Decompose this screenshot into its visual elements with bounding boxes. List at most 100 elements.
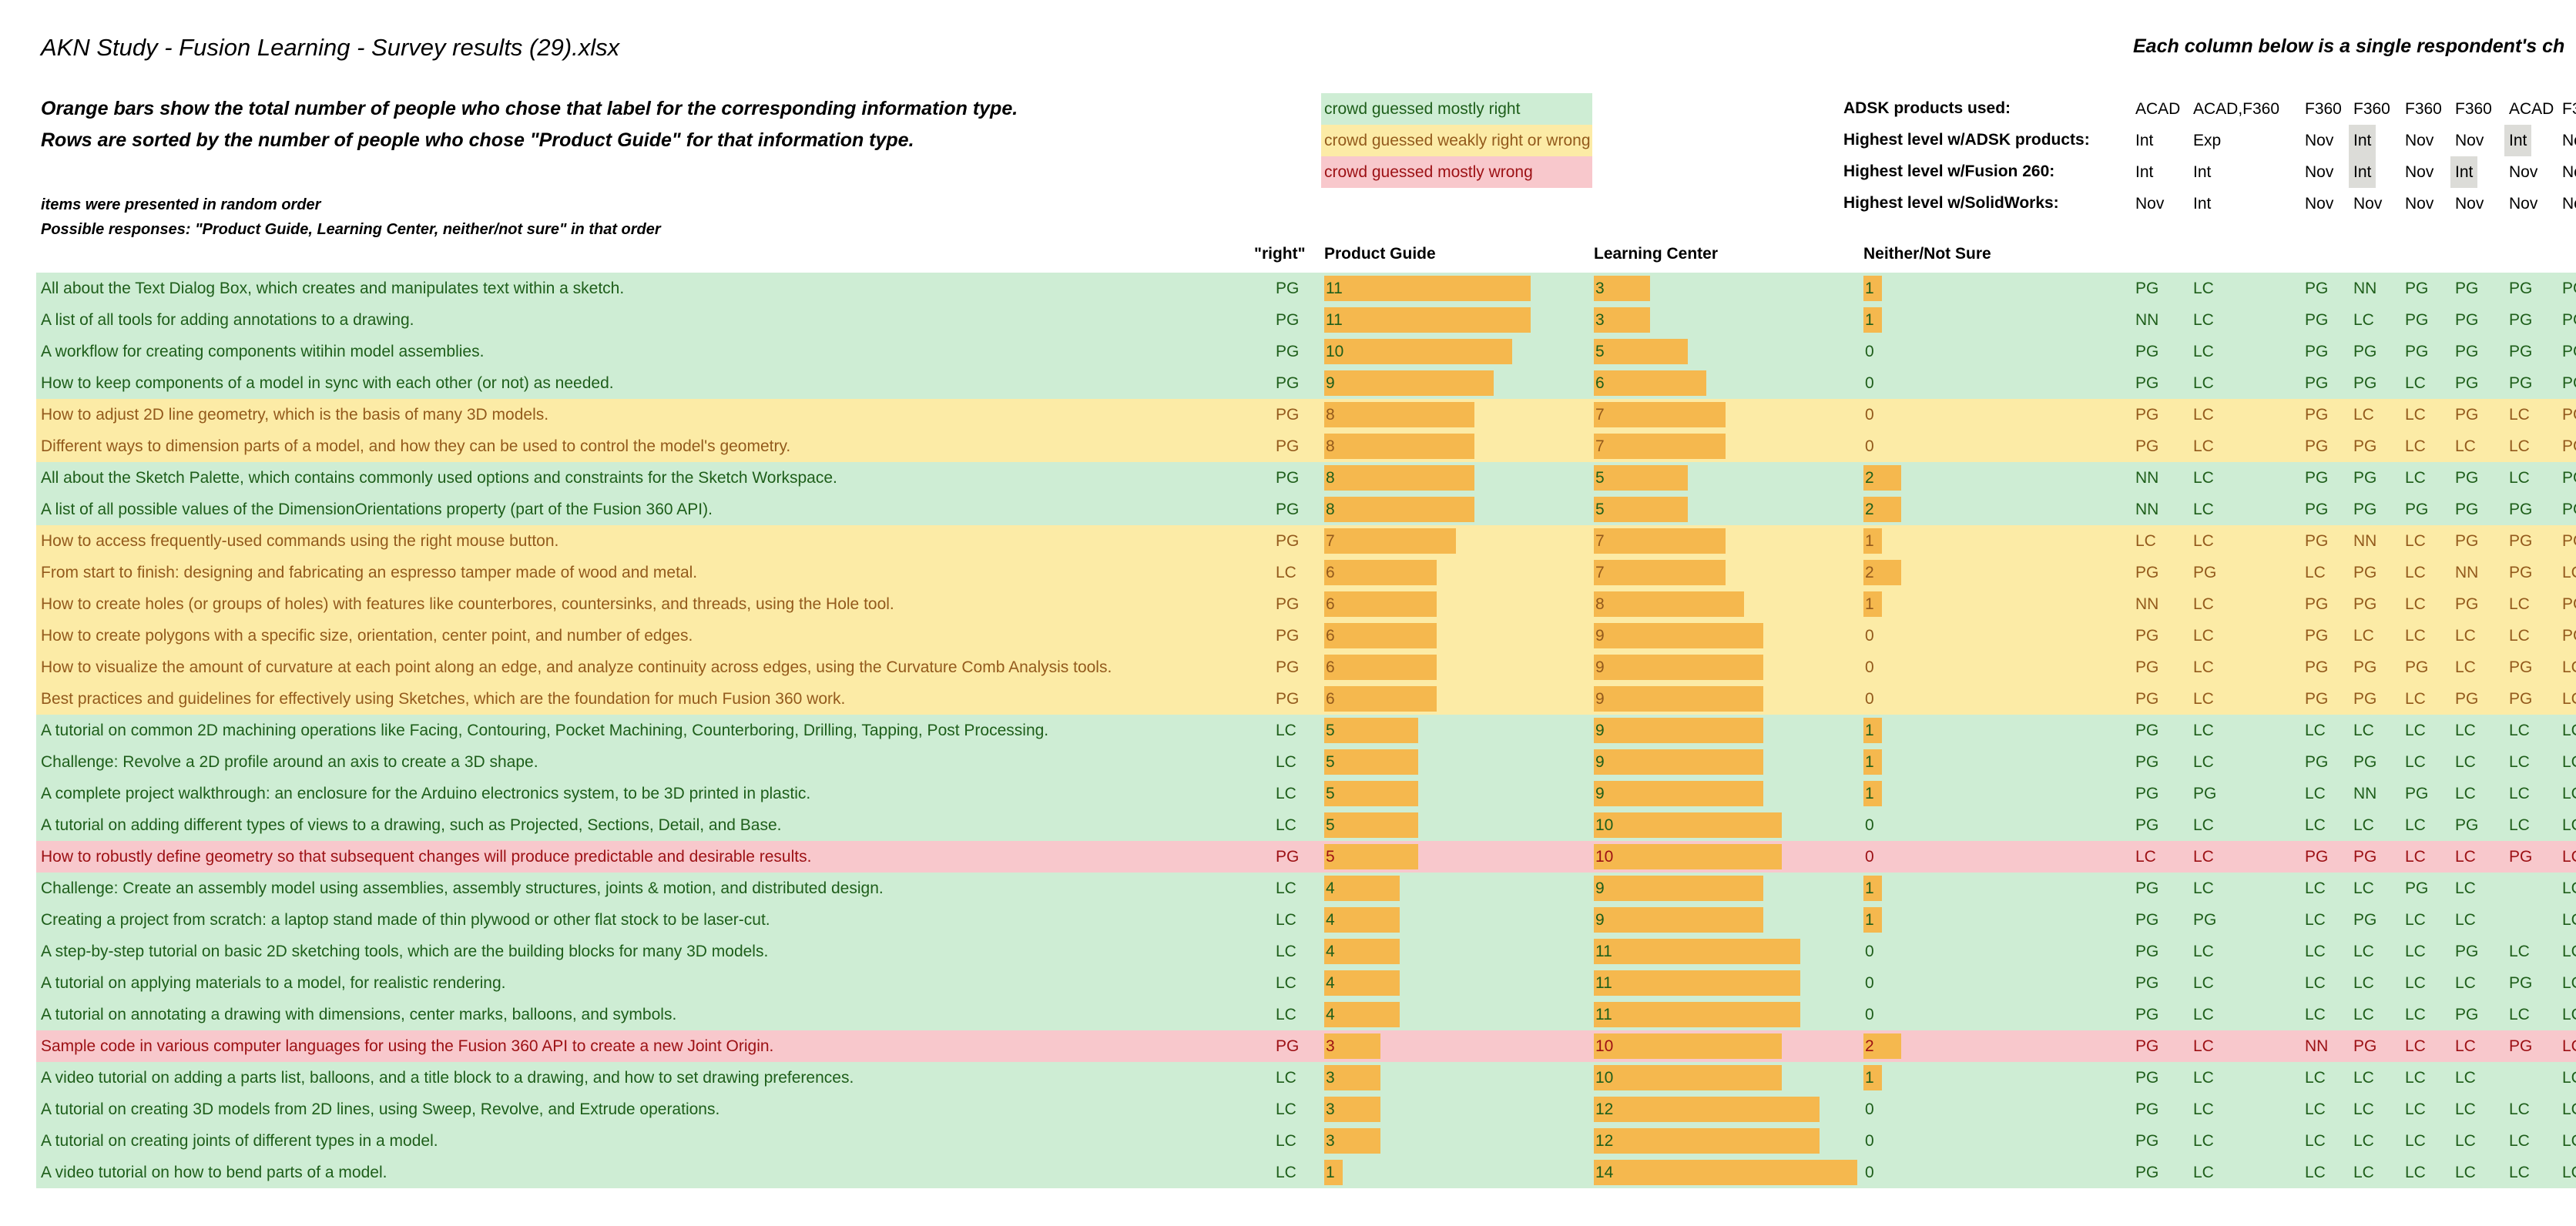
information-type-text: Challenge: Revolve a 2D profile around a… bbox=[41, 753, 538, 771]
pg-count-bar bbox=[1324, 1097, 1381, 1122]
respondent-answer: PG bbox=[2135, 437, 2159, 455]
respondent-answer: LC bbox=[2509, 943, 2530, 960]
nn-count-bar bbox=[1863, 307, 1883, 333]
table-row: A workflow for creating components witih… bbox=[36, 336, 2576, 367]
respondent-answer: LC bbox=[2193, 343, 2214, 360]
pg-count: 4 bbox=[1326, 879, 1335, 897]
note-sorting: Rows are sorted by the number of people … bbox=[41, 129, 914, 151]
respondent-answer: PG bbox=[2353, 848, 2377, 866]
respondent-answer: LC bbox=[2562, 911, 2576, 929]
nn-count-bar bbox=[1863, 276, 1883, 301]
pg-count-bar bbox=[1324, 307, 1531, 333]
lc-count-bar bbox=[1594, 339, 1688, 364]
respondent-info-value: F360 bbox=[2353, 100, 2390, 118]
respondent-answer: PG bbox=[2455, 374, 2479, 392]
pg-count-bar bbox=[1324, 465, 1475, 491]
pg-count: 5 bbox=[1326, 722, 1335, 739]
respondent-answer: LC bbox=[2405, 974, 2426, 992]
respondent-answer: LC bbox=[2405, 690, 2426, 708]
respondent-answer: PG bbox=[2135, 658, 2159, 676]
respondent-answer: PG bbox=[2353, 658, 2377, 676]
pg-count: 10 bbox=[1326, 343, 1344, 360]
nn-count: 0 bbox=[1865, 343, 1874, 360]
information-type-text: How to create polygons with a specific s… bbox=[41, 627, 693, 645]
respondent-answer: LC bbox=[2455, 848, 2476, 866]
respondent-answer: LC bbox=[2562, 1100, 2576, 1118]
lc-count-bar bbox=[1594, 402, 1726, 427]
respondent-answer: PG bbox=[2305, 469, 2329, 487]
pg-count-bar bbox=[1324, 1160, 1343, 1185]
pg-count-bar bbox=[1324, 370, 1494, 396]
pg-count: 3 bbox=[1326, 1069, 1335, 1087]
table-row: A tutorial on adding different types of … bbox=[36, 809, 2576, 841]
pg-count: 4 bbox=[1326, 1006, 1335, 1023]
respondent-answer: LC bbox=[2509, 722, 2530, 739]
respondent-answer: PG bbox=[2135, 911, 2159, 929]
lc-count: 9 bbox=[1595, 690, 1605, 708]
respondent-info-value: Int bbox=[2135, 132, 2154, 149]
respondent-answer: PG bbox=[2509, 1037, 2533, 1055]
pg-count: 6 bbox=[1326, 595, 1335, 613]
respondent-answer: LC bbox=[2562, 722, 2576, 739]
table-row: A tutorial on annotating a drawing with … bbox=[36, 999, 2576, 1030]
respondent-answer: PG bbox=[2509, 374, 2533, 392]
lc-count-bar bbox=[1594, 1065, 1782, 1090]
nn-count: 0 bbox=[1865, 974, 1874, 992]
respondent-answer: LC bbox=[2455, 785, 2476, 802]
table-row: A complete project walkthrough: an enclo… bbox=[36, 778, 2576, 809]
pg-count-bar bbox=[1324, 528, 1456, 554]
respondent-answer: PG bbox=[2305, 343, 2329, 360]
lc-count: 9 bbox=[1595, 879, 1605, 897]
pg-count-bar bbox=[1324, 907, 1400, 933]
right-answer: LC bbox=[1276, 753, 1296, 771]
pg-count: 3 bbox=[1326, 1132, 1335, 1150]
respondent-answer: LC bbox=[2455, 974, 2476, 992]
information-type-text: A complete project walkthrough: an enclo… bbox=[41, 785, 811, 802]
table-row: A tutorial on common 2D machining operat… bbox=[36, 715, 2576, 746]
respondent-answer: PG bbox=[2193, 564, 2217, 581]
information-type-text: Best practices and guidelines for effect… bbox=[41, 690, 846, 708]
respondent-answer: LC bbox=[2509, 753, 2530, 771]
respondent-answer: LC bbox=[2562, 785, 2576, 802]
respondent-answer: LC bbox=[2455, 437, 2476, 455]
right-answer: PG bbox=[1276, 658, 1300, 676]
information-type-text: A tutorial on annotating a drawing with … bbox=[41, 1006, 677, 1023]
respondent-answer: NN bbox=[2135, 311, 2159, 329]
respondent-answer: PG bbox=[2509, 280, 2533, 297]
respondent-answer: LC bbox=[2353, 406, 2374, 424]
respondent-answer: PG bbox=[2353, 564, 2377, 581]
respondent-answer: LC bbox=[2193, 816, 2214, 834]
right-answer: PG bbox=[1276, 627, 1300, 645]
respondent-answer: PG bbox=[2135, 564, 2159, 581]
lc-count-bar bbox=[1594, 370, 1707, 396]
lc-count-bar bbox=[1594, 970, 1801, 996]
table-row: How to access frequently-used commands u… bbox=[36, 525, 2576, 557]
lc-count-bar bbox=[1594, 686, 1763, 712]
nn-count-bar bbox=[1863, 465, 1901, 491]
header-learning-center: Learning Center bbox=[1594, 245, 1719, 263]
respondent-info-value: Nov bbox=[2135, 195, 2165, 213]
pg-count: 6 bbox=[1326, 658, 1335, 676]
nn-count: 0 bbox=[1865, 406, 1874, 424]
table-row: A list of all tools for adding annotatio… bbox=[36, 304, 2576, 336]
respondent-answer: LC bbox=[2509, 1100, 2530, 1118]
respondent-answer: LC bbox=[2509, 595, 2530, 613]
respondent-answer: LC bbox=[2405, 469, 2426, 487]
respondent-info-value: Int bbox=[2193, 163, 2212, 181]
lc-count: 12 bbox=[1595, 1100, 1614, 1118]
nn-count-bar bbox=[1863, 749, 1883, 775]
nn-count-bar bbox=[1863, 718, 1883, 743]
respondent-answer: LC bbox=[2562, 1037, 2576, 1055]
respondent-info-value: Int bbox=[2193, 195, 2212, 213]
pg-count-bar bbox=[1324, 591, 1437, 617]
pg-count: 6 bbox=[1326, 690, 1335, 708]
nn-count-bar bbox=[1863, 528, 1883, 554]
respondent-answer: LC bbox=[2305, 943, 2326, 960]
information-type-text: A tutorial on adding different types of … bbox=[41, 816, 782, 834]
respondent-answer: PG bbox=[2405, 879, 2429, 897]
respondent-answer: LC bbox=[2353, 1069, 2374, 1087]
respondent-answer: LC bbox=[2455, 1132, 2476, 1150]
nn-count: 0 bbox=[1865, 1006, 1874, 1023]
pg-count: 3 bbox=[1326, 1037, 1335, 1055]
lc-count-bar bbox=[1594, 623, 1763, 648]
